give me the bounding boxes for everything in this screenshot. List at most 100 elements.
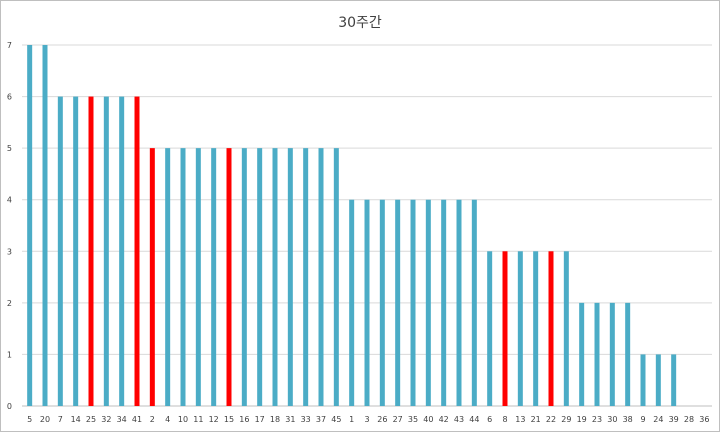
bar-25 [88,96,94,406]
x-tick-label: 18 [270,415,280,424]
x-tick-label: 30 [607,415,617,424]
x-tick-label: 16 [239,415,249,424]
bar-37 [318,148,324,406]
bar-12 [211,148,217,406]
bar-30 [609,302,615,406]
bar-31 [287,148,293,406]
bar-3 [364,199,370,406]
x-tick-label: 35 [408,415,418,424]
x-tick-label: 40 [423,415,433,424]
x-tick-label: 43 [454,415,464,424]
bar-20 [42,45,48,406]
x-tick-label: 14 [71,415,81,424]
x-tick-label: 21 [531,415,541,424]
x-tick-label: 44 [469,415,479,424]
y-tick-label: 1 [7,350,12,359]
bar-40 [425,199,431,406]
bar-39 [671,354,677,406]
x-tick-label: 15 [224,415,234,424]
bar-9 [640,354,646,406]
x-tick-label: 39 [669,415,679,424]
bar-38 [625,302,631,406]
x-tick-label: 28 [684,415,694,424]
x-tick-label: 2 [150,415,155,424]
bar-23 [594,302,600,406]
x-tick-label: 8 [502,415,507,424]
bar-2 [149,148,155,406]
bar-34 [119,96,125,406]
bar-33 [303,148,309,406]
x-tick-label: 33 [301,415,311,424]
x-tick-label: 34 [117,415,127,424]
x-tick-label: 32 [101,415,111,424]
x-tick-label: 31 [285,415,295,424]
x-tick-label: 22 [546,415,556,424]
x-tick-label: 24 [653,415,663,424]
bar-32 [103,96,109,406]
bar-35 [410,199,416,406]
y-tick-label: 5 [7,144,12,153]
x-tick-label: 17 [255,415,265,424]
x-tick-label: 4 [165,415,170,424]
bar-7 [57,96,63,406]
x-tick-label: 27 [393,415,403,424]
x-tick-label: 23 [592,415,602,424]
y-tick-label: 0 [7,402,12,411]
x-tick-label: 38 [623,415,633,424]
x-tick-label: 13 [515,415,525,424]
bar-18 [272,148,278,406]
bar-44 [471,199,477,406]
bar-11 [195,148,201,406]
x-tick-label: 41 [132,415,142,424]
x-tick-label: 37 [316,415,326,424]
x-tick-label: 25 [86,415,96,424]
x-tick-label: 42 [439,415,449,424]
x-tick-label: 7 [58,415,63,424]
x-tick-label: 45 [331,415,341,424]
bar-6 [487,251,493,406]
x-tick-label: 26 [377,415,387,424]
y-tick-label: 2 [7,299,12,308]
chart-title: 30주간 [338,15,382,31]
bar-41 [134,96,140,406]
bar-42 [441,199,447,406]
bar-22 [548,251,554,406]
x-tick-label: 3 [364,415,369,424]
bar-16 [241,148,247,406]
x-tick-label: 9 [640,415,645,424]
y-axis-ticks: 0 1 2 3 4 5 6 7 [7,41,12,411]
bar-15 [226,148,232,406]
bars [27,45,677,406]
bar-24 [655,354,661,406]
bar-8 [502,251,508,406]
bar-10 [180,148,186,406]
x-tick-label: 10 [178,415,188,424]
x-tick-label: 6 [487,415,492,424]
bar-5 [27,45,33,406]
bar-26 [379,199,385,406]
y-tick-label: 4 [7,196,12,205]
bar-14 [73,96,79,406]
x-axis-ticks: 5 20 7 14 25 32 34 41 2 4 10 11 12 15 16 17 18 31 33 37 45 1 3… [27,415,709,424]
x-tick-label: 5 [27,415,32,424]
y-tick-label: 3 [7,247,12,256]
bar-27 [395,199,401,406]
y-tick-label: 7 [7,41,12,50]
bar-43 [456,199,462,406]
x-tick-label: 36 [699,415,709,424]
x-tick-label: 11 [193,415,203,424]
y-tick-label: 6 [7,93,12,102]
bar-19 [579,302,585,406]
bar-21 [533,251,539,406]
bar-45 [333,148,339,406]
x-tick-label: 12 [209,415,219,424]
x-tick-label: 20 [40,415,50,424]
x-tick-label: 29 [561,415,571,424]
bar-4 [165,148,171,406]
bar-1 [349,199,355,406]
x-tick-label: 1 [349,415,354,424]
bar-13 [517,251,523,406]
bar-29 [563,251,569,406]
x-tick-label: 19 [577,415,587,424]
